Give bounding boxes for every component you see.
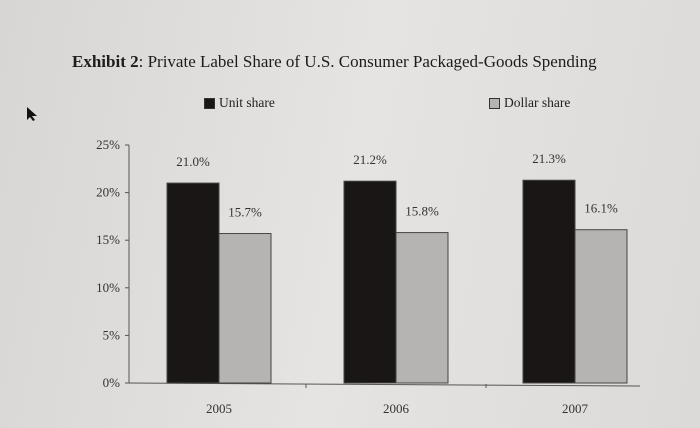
legend-dollar-share: Dollar share xyxy=(489,95,570,111)
legend-swatch-dollar xyxy=(489,97,500,109)
y-tick-label: 20% xyxy=(96,185,120,200)
y-tick-label: 0% xyxy=(103,375,121,390)
bar-dollar-2007 xyxy=(574,229,628,384)
data-label: 16.1% xyxy=(584,201,618,216)
y-tick-label: 15% xyxy=(96,232,120,247)
x-tick-label: 2007 xyxy=(562,401,589,416)
data-label: 21.3% xyxy=(532,151,566,166)
x-tick-label: 2006 xyxy=(383,401,410,416)
legend-swatch-unit xyxy=(204,97,215,109)
bar-dollar-2006 xyxy=(395,232,449,384)
mouse-cursor-icon xyxy=(27,107,37,121)
x-tick-label: 2005 xyxy=(206,401,232,416)
legend-unit-share: Unit share xyxy=(204,95,275,111)
legend-label-dollar: Dollar share xyxy=(504,95,571,110)
data-label: 21.0% xyxy=(176,154,210,169)
data-label: 21.2% xyxy=(353,152,387,167)
bar-unit-2005 xyxy=(166,182,220,384)
bar-unit-2007 xyxy=(522,179,576,384)
chart-title: Exhibit 2: Private Label Share of U.S. C… xyxy=(72,52,597,72)
data-label: 15.8% xyxy=(405,204,439,219)
data-label: 15.7% xyxy=(228,205,262,220)
title-rest: : Private Label Share of U.S. Consumer P… xyxy=(138,52,597,71)
bar-dollar-2005 xyxy=(218,233,272,384)
title-bold: Exhibit 2 xyxy=(72,52,139,71)
y-tick-label: 5% xyxy=(103,327,121,342)
y-tick-label: 10% xyxy=(96,280,120,295)
y-tick-label: 25% xyxy=(96,137,120,152)
legend-label-unit: Unit share xyxy=(219,95,275,110)
bar-unit-2006 xyxy=(343,180,397,384)
